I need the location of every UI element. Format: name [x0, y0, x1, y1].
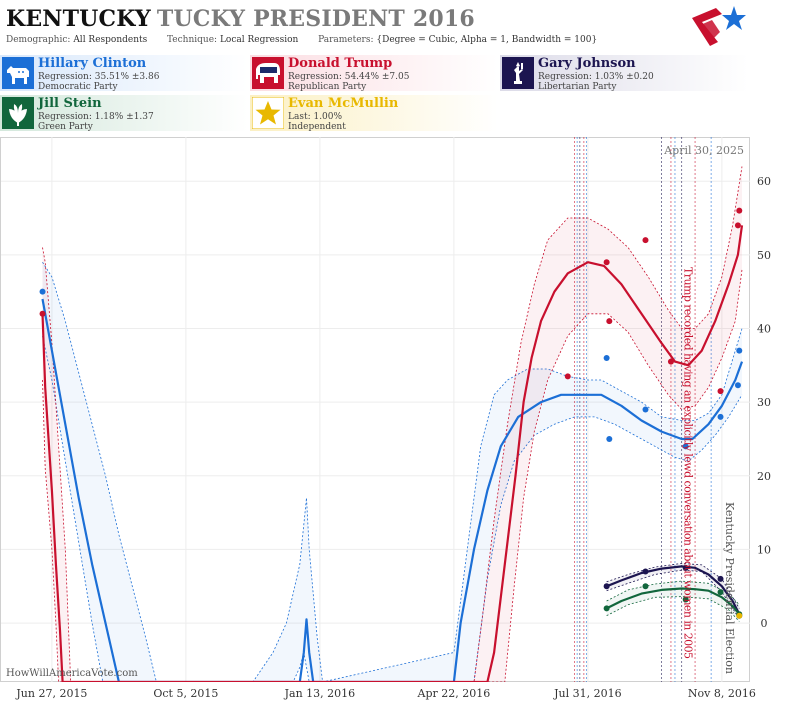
- gary-johnson-point: [603, 583, 610, 590]
- donald-trump-band: [42, 166, 742, 682]
- technique-value: Local Regression: [219, 35, 299, 45]
- site-logo-icon: [692, 6, 746, 46]
- star-icon: [252, 97, 284, 129]
- candidate-regression: Regression: 54.44% ±7.05: [288, 72, 410, 82]
- gary-johnson-band: [606, 563, 740, 619]
- site-credit: HowWillAmericaVote.com: [6, 668, 138, 679]
- donald-trump-point: [717, 388, 724, 395]
- hillary-clinton-band-lower: [42, 335, 743, 682]
- hillary-clinton-band: [42, 262, 742, 682]
- candidate-regression: Regression: 1.18% ±1.37: [38, 112, 154, 122]
- y-tick-label: 20: [757, 470, 771, 483]
- jill-stein-band-upper: [606, 580, 740, 605]
- hillary-clinton-point: [734, 382, 741, 389]
- candidate-party: Independent: [288, 122, 346, 132]
- donkey-icon: [2, 57, 34, 89]
- title-state: KENTUCKY: [6, 6, 151, 32]
- hillary-clinton-point: [603, 354, 610, 361]
- hillary-clinton-line: [41, 298, 744, 682]
- gary-johnson-point: [642, 568, 649, 575]
- page-title: KENTUCKY TUCKY PRESIDENT 2016: [6, 6, 475, 32]
- y-tick-label: 0: [761, 617, 768, 630]
- candidate-name: Evan McMullin: [288, 96, 399, 111]
- candidate-name: Hillary Clinton: [38, 56, 147, 71]
- candidate-panel-johnson[interactable]: Gary Johnson Regression: 1.03% ±0.20 Lib…: [500, 55, 748, 92]
- x-tick-label: Nov 8, 2016: [688, 687, 756, 700]
- donald-trump-band-lower: [42, 269, 743, 682]
- hillary-clinton-point: [736, 347, 743, 354]
- donald-trump-point: [667, 358, 674, 365]
- donald-trump-point: [642, 237, 649, 244]
- donald-trump-point: [736, 207, 743, 214]
- donald-trump-point: [603, 259, 610, 266]
- demographic-label: Demographic:: [6, 35, 71, 45]
- demographic-value: All Respondents: [73, 35, 148, 45]
- jill-stein-point: [642, 583, 649, 590]
- candidate-name: Jill Stein: [38, 96, 102, 111]
- x-tick-label: Oct 5, 2015: [153, 687, 218, 700]
- y-tick-label: 30: [757, 396, 771, 409]
- candidate-party: Libertarian Party: [538, 82, 617, 92]
- elephant-icon: [252, 57, 284, 89]
- candidate-regression: Last: 1.00%: [288, 112, 343, 122]
- poll-points: [39, 207, 743, 619]
- x-tick-label: Jan 13, 2016: [284, 687, 356, 700]
- gary-johnson-point: [717, 575, 724, 582]
- polling-chart: 0 10 20 30 40 50 60 Jun 27, 2015 Oct 5, 2015 Jan…: [0, 137, 771, 700]
- y-tick-label: 40: [757, 322, 771, 335]
- event-annotation: Trump recorded having an explicitly lewd…: [681, 267, 694, 659]
- hillary-clinton-point: [682, 443, 689, 450]
- donald-trump-line: [41, 225, 744, 682]
- x-tick-label: Jul 31, 2016: [553, 687, 622, 700]
- jill-stein-point: [682, 596, 689, 603]
- hillary-clinton-point: [39, 288, 46, 295]
- candidate-name: Gary Johnson: [538, 56, 636, 71]
- candidate-party: Democratic Party: [38, 82, 118, 92]
- annotations: April 30, 2025 Trump recorded having an e…: [663, 144, 744, 674]
- evan-mcmullin-point: [736, 612, 743, 619]
- hillary-clinton-point: [717, 413, 724, 420]
- date-annotation: April 30, 2025: [663, 144, 744, 157]
- x-axis-ticks: Jun 27, 2015 Oct 5, 2015 Jan 13, 2016 Apr 2…: [15, 687, 755, 700]
- confidence-bands: [42, 166, 743, 682]
- jill-stein-line: [606, 587, 741, 615]
- leaf-icon: [2, 97, 34, 129]
- y-tick-label: 60: [757, 175, 771, 188]
- parameters-value: {Degree = Cubic, Alpha = 1, Bandwidth = …: [376, 35, 598, 45]
- technique-label: Technique:: [167, 35, 218, 45]
- parameters-row: Demographic: All Respondents Technique: …: [6, 35, 597, 45]
- parameters-label: Parameters:: [318, 35, 374, 45]
- candidate-panel-stein[interactable]: Jill Stein Regression: 1.18% ±1.37 Green…: [0, 95, 248, 132]
- hillary-clinton-point: [642, 406, 649, 413]
- x-tick-label: Jun 27, 2015: [15, 687, 87, 700]
- donald-trump-point: [606, 318, 613, 325]
- x-tick-label: Apr 22, 2016: [417, 687, 491, 700]
- liberty-icon: [502, 57, 534, 89]
- title-rest: TUCKY PRESIDENT 2016: [156, 6, 475, 32]
- candidate-panel-clinton[interactable]: Hillary Clinton Regression: 35.51% ±3.86…: [0, 55, 248, 92]
- donald-trump-point: [39, 310, 46, 317]
- hillary-clinton-band-upper: [42, 261, 743, 682]
- jill-stein-point: [603, 605, 610, 612]
- hillary-clinton-point: [606, 435, 613, 442]
- jill-stein-point: [717, 589, 724, 596]
- grid-lines: [1, 137, 750, 682]
- y-axis-ticks: 0 10 20 30 40 50 60: [757, 175, 771, 630]
- candidate-party: Green Party: [38, 122, 93, 132]
- candidate-panel-trump[interactable]: Donald Trump Regression: 54.44% ±7.05 Re…: [250, 55, 498, 92]
- donald-trump-point: [564, 373, 571, 380]
- candidate-regression: Regression: 35.51% ±3.86: [38, 72, 160, 82]
- event-lines: [574, 137, 712, 682]
- donald-trump-point: [734, 222, 741, 229]
- candidate-party: Republican Party: [288, 82, 367, 92]
- candidate-panel-mcmullin[interactable]: Evan McMullin Last: 1.00% Independent: [250, 95, 498, 132]
- candidate-regression: Regression: 1.03% ±0.20: [538, 72, 654, 82]
- y-tick-label: 50: [757, 249, 771, 262]
- gary-johnson-point: [682, 564, 689, 571]
- event-annotation: Kentucky Presidential Election: [723, 502, 736, 674]
- jill-stein-band-lower: [606, 596, 740, 622]
- candidate-name: Donald Trump: [288, 56, 393, 71]
- gary-johnson-band-upper: [606, 562, 740, 609]
- y-tick-label: 10: [757, 543, 771, 556]
